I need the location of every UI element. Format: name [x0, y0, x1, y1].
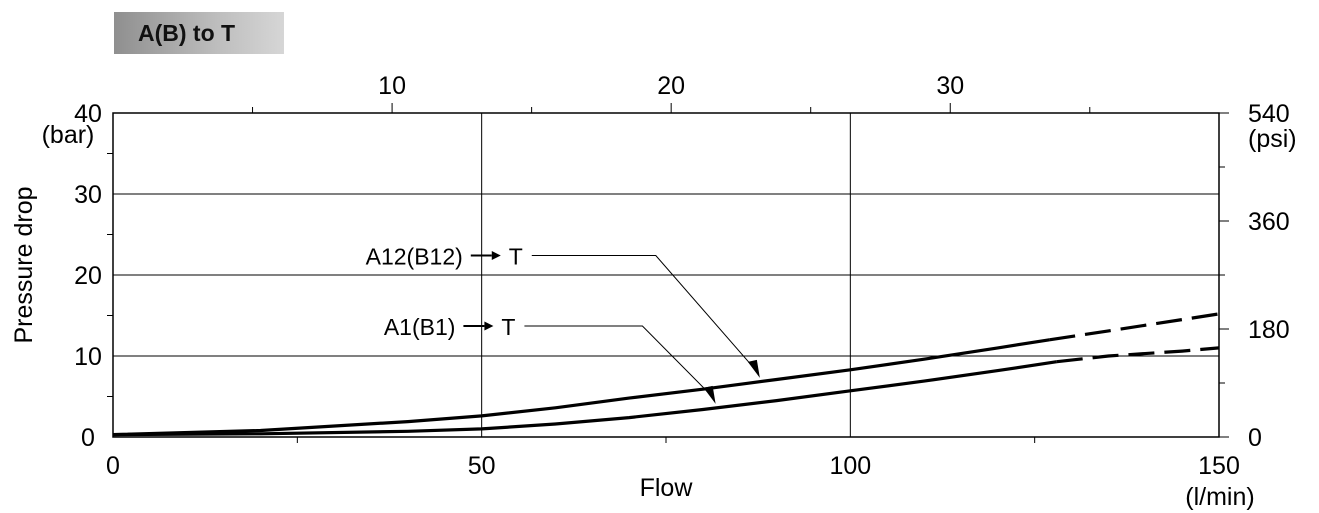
- x-tick-label: 0: [106, 452, 120, 480]
- y-tick-label: 20: [74, 262, 102, 290]
- psi-tick-label: 0: [1248, 424, 1262, 452]
- grid-lines: [113, 113, 1219, 437]
- psi-tick-label: 180: [1248, 316, 1290, 344]
- y-tick-label: 10: [74, 343, 102, 371]
- x-axis-label: Flow: [640, 474, 694, 502]
- leader-line: [524, 325, 710, 395]
- y-tick-label: 40: [74, 100, 102, 128]
- arrow-icon: [491, 251, 501, 261]
- psi-tick-label: 540: [1248, 100, 1290, 128]
- leader-line: [531, 255, 755, 369]
- x-tick-label: 100: [829, 452, 871, 480]
- psi-tick-label: 360: [1248, 208, 1290, 236]
- axis-labels: Pressure drop (bar) Flow (l/min) (psi): [10, 121, 1297, 511]
- leader-arrowhead: [703, 385, 716, 404]
- y-axis-label: Pressure drop: [10, 186, 38, 343]
- gpm-tick-label: 10: [378, 72, 406, 100]
- gpm-tick-label: 30: [936, 72, 964, 100]
- x-unit-label: (l/min): [1185, 483, 1254, 511]
- series-line-dashed: [1049, 312, 1220, 342]
- psi-unit-label: (psi): [1248, 125, 1297, 153]
- series-label: A1(B1): [384, 314, 456, 340]
- y-unit-label: (bar): [42, 121, 95, 149]
- chart-title: A(B) to T: [114, 12, 284, 54]
- series-line-solid: [112, 338, 1050, 437]
- series-line-solid: [112, 360, 1058, 437]
- x-tick-label: 150: [1198, 452, 1240, 480]
- series-label-target: T: [501, 314, 515, 340]
- leader-arrowhead: [747, 359, 760, 378]
- series-label: A12(B12): [366, 244, 463, 270]
- arrow-icon: [484, 321, 494, 331]
- series-labels: A12(B12) T A1(B1) T: [366, 244, 760, 404]
- series-label-target: T: [509, 244, 523, 270]
- axis-ticks: 0 10 20 30 40 0 50 100 150 0 180 360 540 10 20 30: [74, 72, 1290, 480]
- gpm-tick-label: 20: [657, 72, 685, 100]
- y-tick-label: 30: [74, 181, 102, 209]
- series-line-dashed: [1056, 346, 1220, 364]
- y-tick-label: 0: [81, 424, 95, 452]
- series-lines: [112, 312, 1220, 437]
- x-tick-label: 50: [468, 452, 496, 480]
